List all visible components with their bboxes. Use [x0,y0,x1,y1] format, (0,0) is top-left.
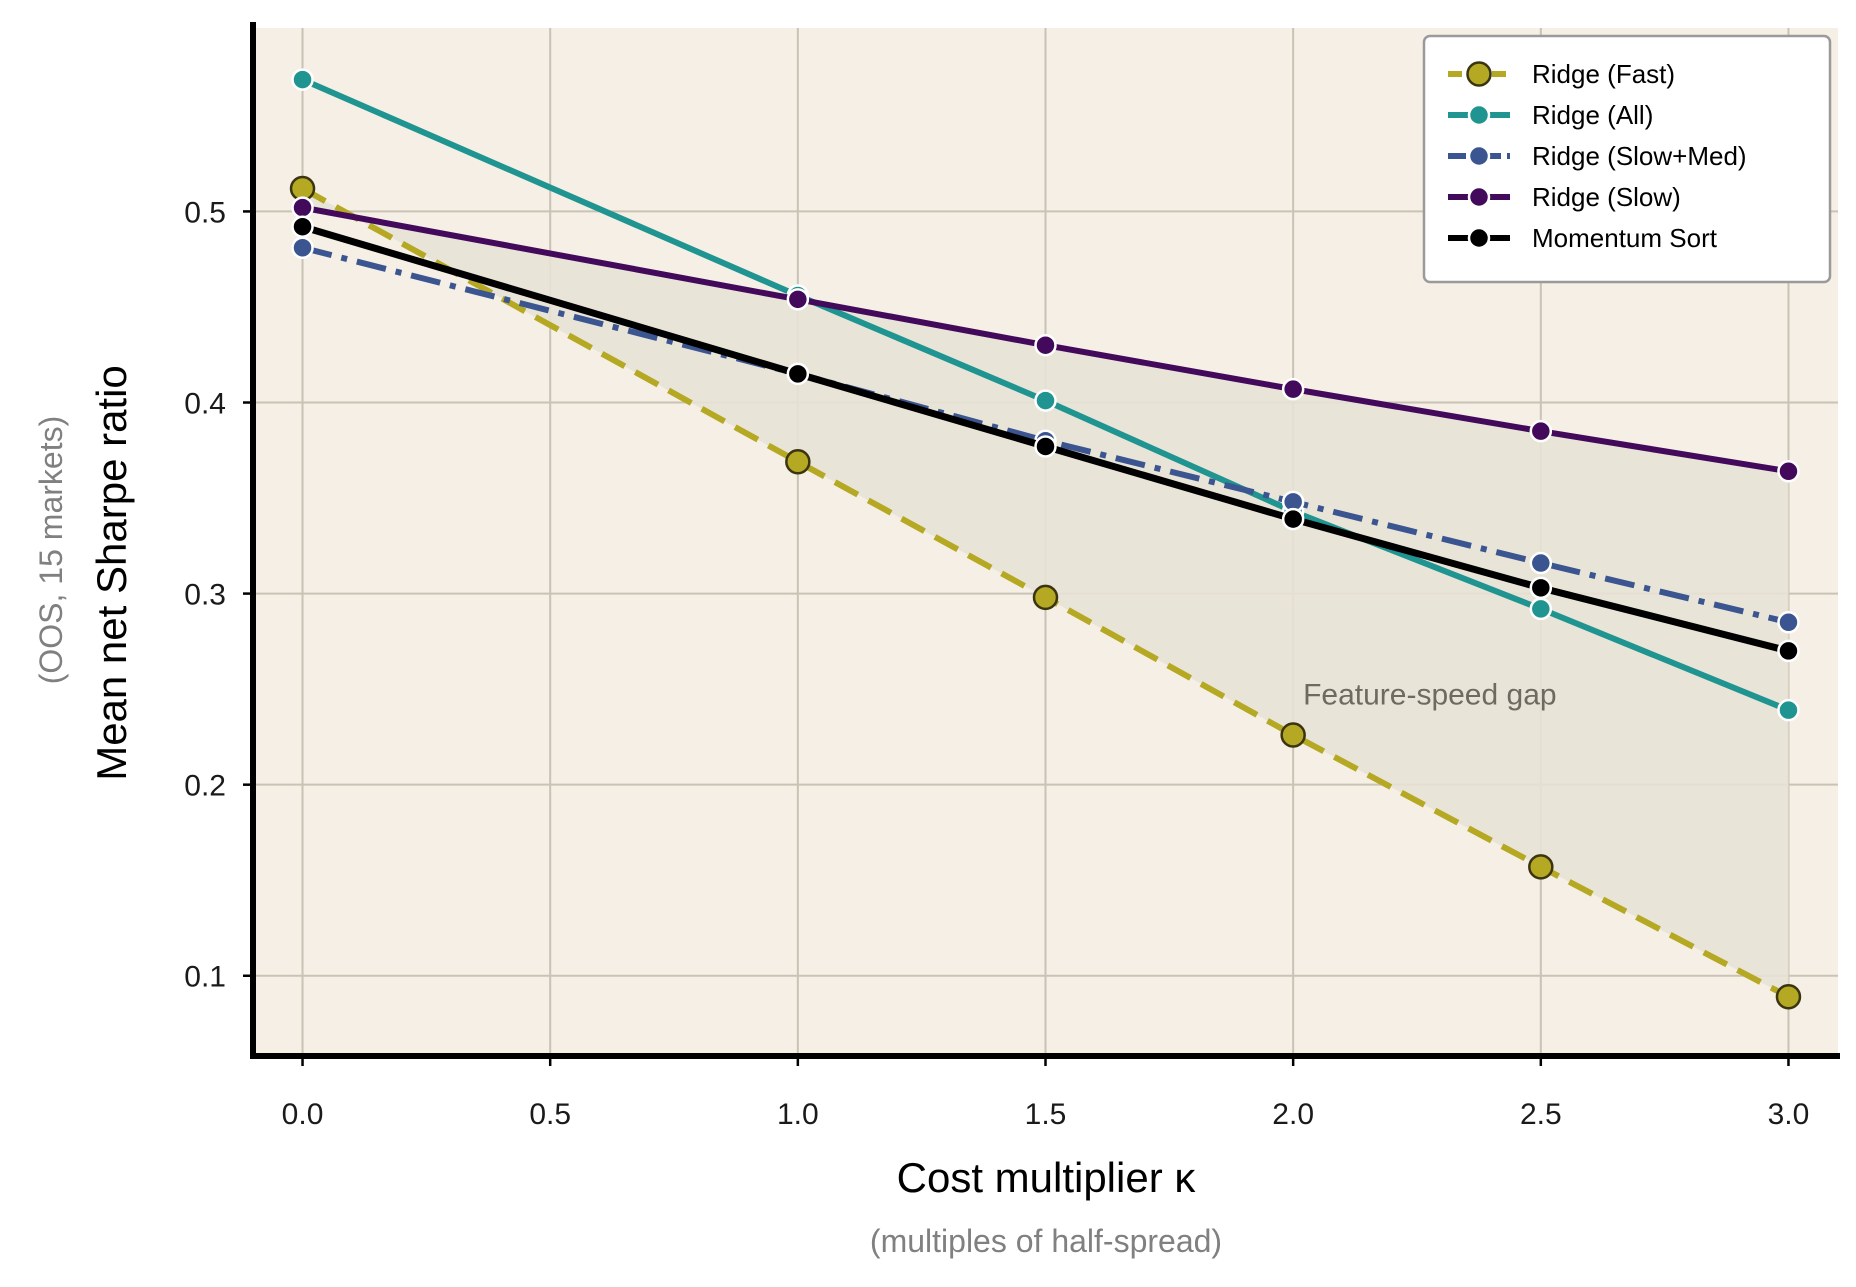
point-ridge-fast-1 [785,448,811,475]
y-axis-subtitle: (OOS, 15 markets) [33,416,69,685]
point-ridge-fast-2 [1032,584,1059,611]
series-line-ridge-slow [301,204,1789,475]
point-momentum-sort-4 [1529,576,1553,600]
x-tick-label: 3.0 [1768,1098,1810,1131]
point-ridge-slow-1 [786,288,810,311]
legend-label: Ridge (Fast) [1532,59,1675,89]
legend-swatch-marker [1467,103,1491,127]
y-axis-title: Mean net Sharpe ratio [88,365,135,781]
legend-label: Ridge (All) [1532,100,1653,130]
point-ridge-all-2 [1034,389,1057,412]
point-momentum-sort-1 [786,362,810,386]
legend-swatch-marker [1467,185,1491,209]
legend-swatch-marker [1467,226,1491,250]
series-momentum-sort [291,215,1800,663]
y-tick-label: 0.4 [184,388,226,421]
legend-box [1422,34,1832,284]
point-ridge-slow-3 [1281,377,1305,401]
legend-label: Ridge (Slow+Med) [1532,141,1747,171]
legend-label: Ridge (Slow) [1532,182,1681,212]
point-ridge-slow-4 [1529,419,1553,443]
point-momentum-sort-3 [1281,507,1305,531]
legend-item-ridge-fast: Ridge (Fast) [1448,59,1675,89]
x-tick-label: 2.5 [1520,1098,1562,1131]
legend-item-momentum-sort: Momentum Sort [1448,223,1718,253]
x-tick-label: 1.5 [1025,1098,1067,1131]
x-tick-label: 1.0 [777,1098,819,1131]
series-line-momentum-sort [301,223,1790,655]
y-tick-label: 0.5 [184,196,226,229]
x-axis-title: Cost multiplier κ [897,1154,1197,1201]
series-line-ridge-fast [301,185,1790,1000]
y-tick-label: 0.3 [184,579,226,612]
y-tick-label: 0.1 [184,961,226,994]
point-ridge-fast-4 [1528,854,1554,880]
y-tick-label: 0.2 [184,770,226,803]
point-ridge-slow-5 [1777,460,1800,483]
legend-item-ridge-all: Ridge (All) [1448,100,1653,130]
series-ridge-slow [291,196,1800,483]
point-momentum-sort-2 [1034,435,1057,458]
legend-label: Momentum Sort [1532,223,1718,253]
legend-item-ridge-slow: Ridge (Slow) [1448,182,1681,212]
legend-item-ridge-slow-med: Ridge (Slow+Med) [1448,141,1747,171]
point-momentum-sort-5 [1777,639,1800,663]
point-ridge-all-0 [291,68,314,91]
legend-swatch-marker [1467,144,1491,168]
legend-swatch-marker [1466,61,1492,87]
x-tick-label: 0.5 [529,1098,571,1131]
ticks: 0.0 0.5 1.0 1.5 2.0 2.5 3.0 0.1 0.2 0.3 0.4 0.5 [184,196,1809,1131]
point-ridge-fast-3 [1280,722,1306,748]
annotation-label: Feature-speed gap [1303,678,1557,711]
point-ridge-fast-5 [1775,984,1802,1010]
point-ridge-all-5 [1777,698,1800,722]
point-ridge-slow-0 [291,196,314,219]
series-lines [289,68,1802,1010]
series-ridge-fast [289,175,1802,1010]
point-ridge-slow-med-4 [1529,551,1553,575]
point-ridge-slow-2 [1034,333,1057,357]
point-ridge-slow-med-0 [291,236,314,259]
point-momentum-sort-0 [291,215,314,238]
point-ridge-slow-med-5 [1777,611,1800,634]
x-tick-label: 0.0 [282,1098,324,1131]
point-ridge-all-4 [1529,597,1553,621]
legend: Ridge (Fast) Ridge (All) Ridge (Slow+Med) R… [1422,34,1832,284]
series-line-ridge-all [301,76,1790,713]
x-axis-subtitle: (multiples of half-spread) [870,1223,1222,1259]
x-tick-label: 2.0 [1272,1098,1314,1131]
